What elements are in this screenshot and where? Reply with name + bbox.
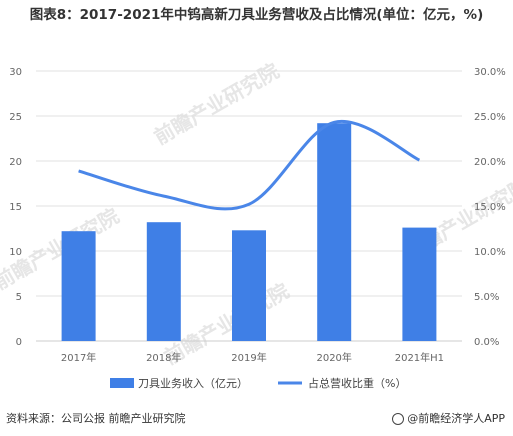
brand-logo-icon <box>392 413 405 425</box>
y-right-tick-label: 0.0% <box>474 337 499 348</box>
bar <box>61 231 96 341</box>
x-axis: 2017年 2018年 2019年 2020年 2021年H1 <box>61 351 444 364</box>
y-right-tick-label: 25.0% <box>474 112 506 123</box>
legend-line-label: 占总营收比重（%） <box>308 376 406 390</box>
y-left-tick-label: 30 <box>9 67 22 78</box>
watermark-text: 前瞻产业研究院 <box>150 59 283 150</box>
y-right-tick-label: 30.0% <box>474 67 506 78</box>
ratio-line <box>78 119 421 211</box>
y-left-tick-label: 25 <box>9 112 22 123</box>
y-axis-right: 0.0% 5.0% 10.0% 15.0% 20.0% 25.0% 30.0% <box>474 67 506 348</box>
x-tick-label: 2020年 <box>316 351 351 364</box>
chart-title: 图表8：2017-2021年中钨高新刀具业务营收及占比情况(单位：亿元，%) <box>29 7 484 23</box>
y-left-tick-label: 15 <box>9 202 22 213</box>
bar <box>317 123 352 341</box>
source-note: 资料来源：公司公报 前瞻产业研究院 <box>6 412 186 425</box>
bar <box>146 222 181 341</box>
x-tick-label: 2018年 <box>146 351 181 364</box>
legend-bar-swatch <box>110 378 134 388</box>
x-tick-label: 2021年H1 <box>395 351 444 364</box>
y-left-tick-label: 10 <box>9 247 22 258</box>
bar-series <box>61 123 437 341</box>
brand-label: @前瞻经济学人APP <box>407 412 505 425</box>
y-right-tick-label: 15.0% <box>474 202 506 213</box>
brand-credit: @前瞻经济学人APP <box>392 410 505 426</box>
x-tick-label: 2017年 <box>61 351 96 364</box>
y-left-tick-label: 0 <box>16 337 22 348</box>
legend-bar-label: 刀具业务收入（亿元） <box>138 376 248 390</box>
y-right-tick-label: 20.0% <box>474 157 506 168</box>
y-right-tick-label: 10.0% <box>474 247 506 258</box>
x-tick-label: 2019年 <box>231 351 266 364</box>
bar <box>402 227 437 341</box>
y-right-tick-label: 5.0% <box>474 292 499 303</box>
y-left-tick-label: 20 <box>9 157 22 168</box>
bar <box>232 230 266 341</box>
y-left-tick-label: 5 <box>16 292 22 303</box>
legend: 刀具业务收入（亿元） 占总营收比重（%） <box>110 376 406 390</box>
y-axis-left: 0 5 10 15 20 25 30 <box>9 67 22 348</box>
